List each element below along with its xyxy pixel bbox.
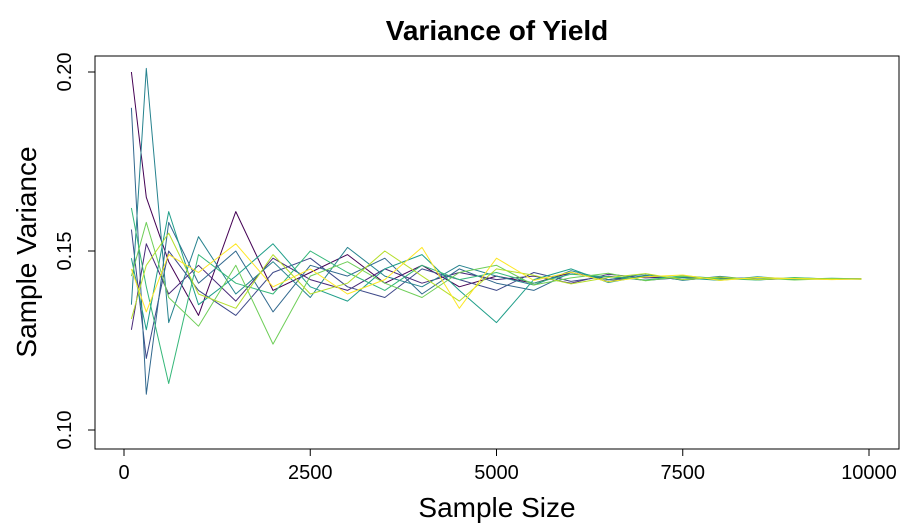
y-axis: 0.10 0.15 0.20 [54,53,96,450]
x-tick-label: 5000 [474,462,519,484]
chart-title: Variance of Yield [386,15,609,46]
series-line-10 [130,243,862,313]
y-tick-label: 0.20 [54,53,76,92]
x-tick-label: 7500 [661,462,706,484]
y-tick-label: 0.10 [54,411,76,450]
x-tick-label: 10000 [841,462,897,484]
x-tick-label: 2500 [288,462,333,484]
y-axis-label: Sample Variance [11,146,42,357]
series-line-9 [130,232,862,320]
series-layer [130,67,862,395]
x-axis-label: Sample Size [418,492,575,523]
x-tick-label: 0 [118,462,129,484]
x-axis: 0 2500 5000 7500 10000 [118,448,897,484]
y-tick-label: 0.15 [54,232,76,271]
